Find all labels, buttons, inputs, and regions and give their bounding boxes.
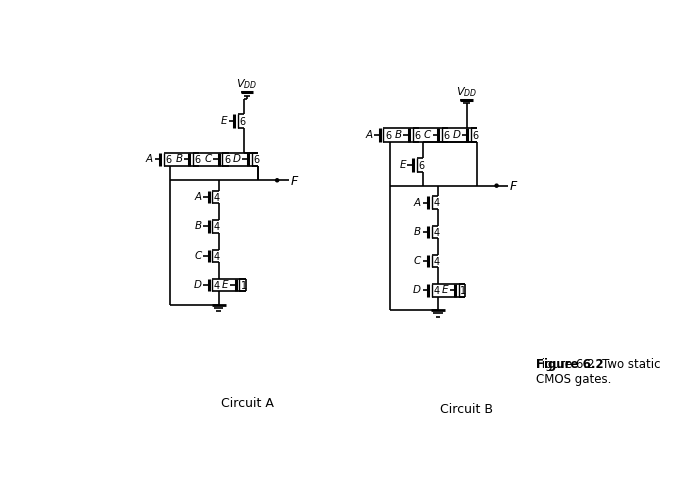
Text: 4: 4 <box>214 193 220 203</box>
Text: $V_{DD}$: $V_{DD}$ <box>456 85 477 99</box>
Text: A: A <box>414 198 421 208</box>
Text: C: C <box>414 256 421 266</box>
Text: F: F <box>510 180 517 193</box>
Text: A: A <box>146 154 153 164</box>
Circle shape <box>276 179 279 182</box>
Text: A: A <box>195 192 202 202</box>
Circle shape <box>495 184 498 187</box>
Text: 4: 4 <box>214 222 220 232</box>
Text: 6: 6 <box>385 131 391 141</box>
Text: E: E <box>442 285 448 295</box>
Text: 6: 6 <box>418 161 424 171</box>
Text: F: F <box>290 174 298 187</box>
Text: 4: 4 <box>433 199 440 208</box>
Text: B: B <box>195 221 202 231</box>
Text: B: B <box>395 130 402 140</box>
Text: 4: 4 <box>433 228 440 238</box>
Text: 4: 4 <box>433 257 440 267</box>
Text: 6: 6 <box>224 155 230 165</box>
Text: 6: 6 <box>165 155 172 165</box>
Text: 4: 4 <box>214 252 220 262</box>
Text: 1: 1 <box>461 286 466 296</box>
Text: Figure 6.2: Figure 6.2 <box>536 358 603 371</box>
Text: 4: 4 <box>433 286 440 296</box>
Text: Circuit A: Circuit A <box>220 397 274 410</box>
Text: 6: 6 <box>473 131 479 141</box>
Text: 6: 6 <box>195 155 201 165</box>
Text: 6: 6 <box>253 155 260 165</box>
Text: E: E <box>399 160 406 170</box>
Text: D: D <box>194 280 202 290</box>
Text: A: A <box>365 130 372 140</box>
Text: C: C <box>195 251 202 261</box>
Text: $V_{DD}$: $V_{DD}$ <box>237 77 258 91</box>
Text: 4: 4 <box>214 281 220 291</box>
Text: E: E <box>220 116 227 126</box>
Text: E: E <box>222 280 229 290</box>
Text: D: D <box>413 285 421 295</box>
Text: 6: 6 <box>414 131 420 141</box>
Text: D: D <box>452 130 461 140</box>
Text: D: D <box>233 154 241 164</box>
Text: 1: 1 <box>241 281 247 291</box>
Text: B: B <box>414 227 421 237</box>
Text: 6: 6 <box>444 131 449 141</box>
Text: Figure 6.2  Two static
CMOS gates.: Figure 6.2 Two static CMOS gates. <box>536 358 660 386</box>
Text: C: C <box>424 130 431 140</box>
Text: C: C <box>204 154 211 164</box>
Text: B: B <box>175 154 183 164</box>
Text: 6: 6 <box>239 117 246 127</box>
Text: Circuit B: Circuit B <box>440 403 493 416</box>
